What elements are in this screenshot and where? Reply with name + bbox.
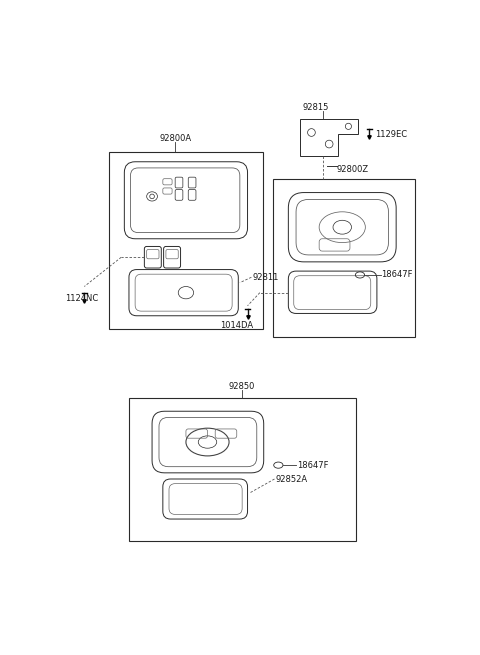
Text: 92811: 92811 [252, 272, 278, 282]
Text: 18647F: 18647F [297, 460, 328, 470]
Text: 92815: 92815 [302, 103, 328, 113]
Bar [273, 179, 415, 337]
Text: 1124NC: 1124NC [65, 293, 98, 303]
Text: 92852A: 92852A [275, 474, 307, 483]
Text: 92850: 92850 [229, 382, 255, 391]
Text: 1129EC: 1129EC [375, 130, 408, 139]
Text: 18647F: 18647F [382, 271, 413, 280]
Text: 92800A: 92800A [159, 134, 191, 143]
Bar [129, 398, 356, 540]
Bar [109, 152, 263, 329]
Text: 1014DA: 1014DA [220, 320, 253, 329]
Text: 92800Z: 92800Z [337, 165, 369, 174]
